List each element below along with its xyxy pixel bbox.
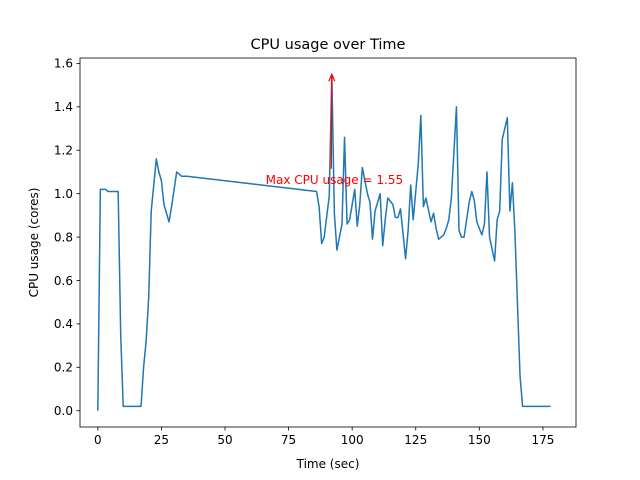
annotation-layer: Max CPU usage = 1.55 — [266, 74, 403, 187]
y-tick-label: 0.0 — [54, 404, 73, 418]
series-line — [97, 73, 551, 411]
y-tick-label: 1.0 — [54, 187, 73, 201]
y-ticks: 0.0 0.2 0.4 0.6 0.8 1.0 1.2 1.4 1.6 — [54, 57, 80, 418]
x-tick-label: 25 — [154, 433, 169, 447]
y-tick-label: 0.4 — [54, 317, 73, 331]
y-tick-label: 0.8 — [54, 230, 73, 244]
x-ticks: 0 25 50 75 100 125 150 175 — [94, 427, 554, 447]
y-tick-label: 1.6 — [54, 57, 73, 71]
chart-title: CPU usage over Time — [251, 37, 406, 53]
y-tick-label: 0.6 — [54, 274, 73, 288]
y-axis-label: CPU usage (cores) — [27, 188, 41, 298]
plot-frame — [79, 57, 577, 428]
x-tick-label: 175 — [531, 433, 554, 447]
plot-background — [80, 58, 576, 427]
y-tick-label: 1.2 — [54, 144, 73, 158]
x-tick-label: 125 — [404, 433, 427, 447]
annotation-label: Max CPU usage = 1.55 — [266, 173, 403, 187]
x-tick-label: 150 — [468, 433, 491, 447]
x-axis-label: Time (sec) — [296, 457, 360, 471]
series-layer — [97, 73, 551, 411]
x-tick-label: 100 — [341, 433, 364, 447]
x-tick-label: 75 — [281, 433, 296, 447]
x-tick-label: 50 — [217, 433, 232, 447]
y-tick-label: 0.2 — [54, 361, 73, 375]
y-tick-label: 1.4 — [54, 100, 73, 114]
x-tick-label: 0 — [94, 433, 102, 447]
annotation-arrow-head — [328, 74, 336, 82]
